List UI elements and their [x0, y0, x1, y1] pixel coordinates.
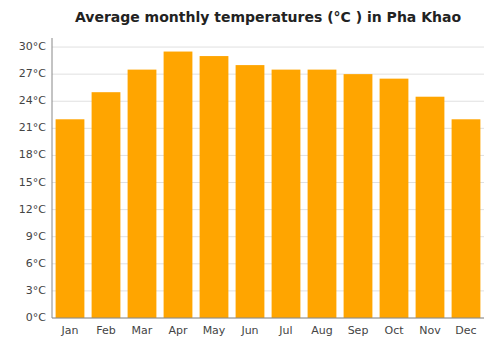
- x-tick-label: Nov: [419, 324, 441, 337]
- y-tick-label: 27°C: [19, 67, 46, 80]
- page: {"chart_data": {"type": "bar", "title": …: [0, 0, 500, 350]
- bar: [92, 92, 121, 318]
- y-tick-label: 21°C: [19, 121, 46, 134]
- x-tick-label: May: [203, 324, 226, 337]
- x-tick-label: Jul: [278, 324, 292, 337]
- y-tick-label: 9°C: [26, 230, 46, 243]
- bar: [344, 74, 373, 318]
- x-tick-label: Dec: [455, 324, 476, 337]
- title: Average monthly temperatures (°C ) in Ph…: [75, 9, 462, 25]
- chart-svg: 0°C 3°C 6°C 9°C 12°C 15°C 18°C 21°C 24°C 27°C 30°C…: [0, 0, 500, 350]
- bar: [416, 97, 445, 318]
- bar: [56, 119, 85, 318]
- grid-line: [52, 74, 484, 75]
- bar: [236, 65, 265, 318]
- x-tick-label: Aug: [311, 324, 332, 337]
- y-tick-label: 0°C: [26, 311, 46, 324]
- x-tick-label: Feb: [96, 324, 115, 337]
- x-tick-label: Mar: [132, 324, 153, 337]
- y-axis-line: [52, 38, 53, 318]
- axes: [52, 38, 484, 318]
- y-tick-label: 24°C: [19, 94, 46, 107]
- x-tick-label: Apr: [168, 324, 188, 337]
- y-ticks: 0°C 3°C 6°C 9°C 12°C 15°C 18°C 21°C 24°C 27°C 30°C: [19, 40, 46, 324]
- x-tick-label: Jun: [240, 324, 258, 337]
- y-tick-label: 3°C: [26, 284, 46, 297]
- x-axis-line: [52, 318, 484, 319]
- bar: [380, 79, 409, 318]
- grid: [52, 47, 484, 318]
- y-tick-label: 12°C: [19, 203, 46, 216]
- bar: [452, 119, 481, 318]
- bar: [164, 52, 193, 318]
- x-tick-label: Sep: [348, 324, 369, 337]
- grid-line: [52, 318, 484, 319]
- chart-container: 0°C 3°C 6°C 9°C 12°C 15°C 18°C 21°C 24°C 27°C 30°C…: [0, 0, 500, 350]
- x-tick-label: Oct: [384, 324, 404, 337]
- bars: [56, 52, 481, 318]
- y-tick-label: 6°C: [26, 257, 46, 270]
- y-tick-label: 15°C: [19, 176, 46, 189]
- bar: [308, 70, 337, 318]
- x-tick-label: Jan: [61, 324, 79, 337]
- x-ticks: Jan Feb Mar Apr May Jun Jul Aug Sep Oct Nov Dec: [61, 324, 477, 337]
- grid-line: [52, 47, 484, 48]
- y-tick-label: 30°C: [19, 40, 46, 53]
- bar: [272, 70, 301, 318]
- bar: [200, 56, 229, 318]
- y-tick-label: 18°C: [19, 148, 46, 161]
- bar: [128, 70, 157, 318]
